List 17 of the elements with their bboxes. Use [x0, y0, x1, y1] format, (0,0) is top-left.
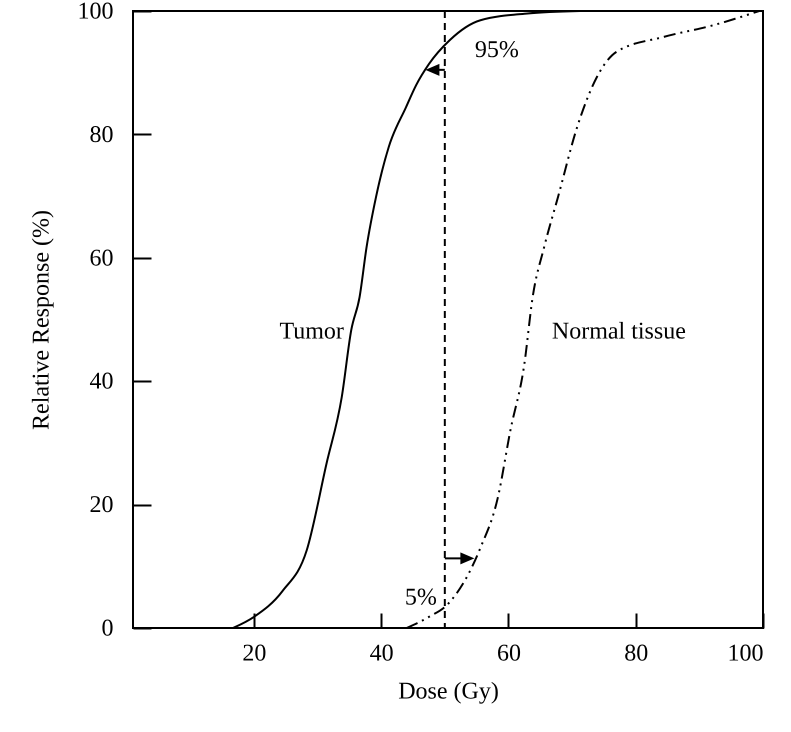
x-tick-label: 60 — [496, 640, 521, 666]
y-tick-label: 100 — [78, 0, 114, 24]
x-tick-label: 80 — [624, 640, 648, 666]
y-tick-label: 40 — [90, 368, 114, 395]
annotation: 95% — [474, 36, 519, 63]
x-axis-title: Dose (Gy) — [398, 678, 499, 704]
x-tick-label: 40 — [370, 640, 394, 666]
x-tick-label: 100 — [728, 640, 764, 666]
y-axis-title: Relative Response (%) — [28, 210, 54, 430]
x-tick-label: 20 — [242, 640, 266, 666]
y-tick-label: 20 — [90, 492, 114, 518]
annotation: 5% — [404, 584, 437, 610]
y-tick-label: 60 — [90, 245, 114, 272]
y-tick-label: 0 — [102, 616, 114, 642]
y-tick-label: 80 — [90, 122, 114, 148]
series-label: Normal tissue — [552, 318, 686, 344]
series-label: Tumor — [279, 318, 344, 344]
